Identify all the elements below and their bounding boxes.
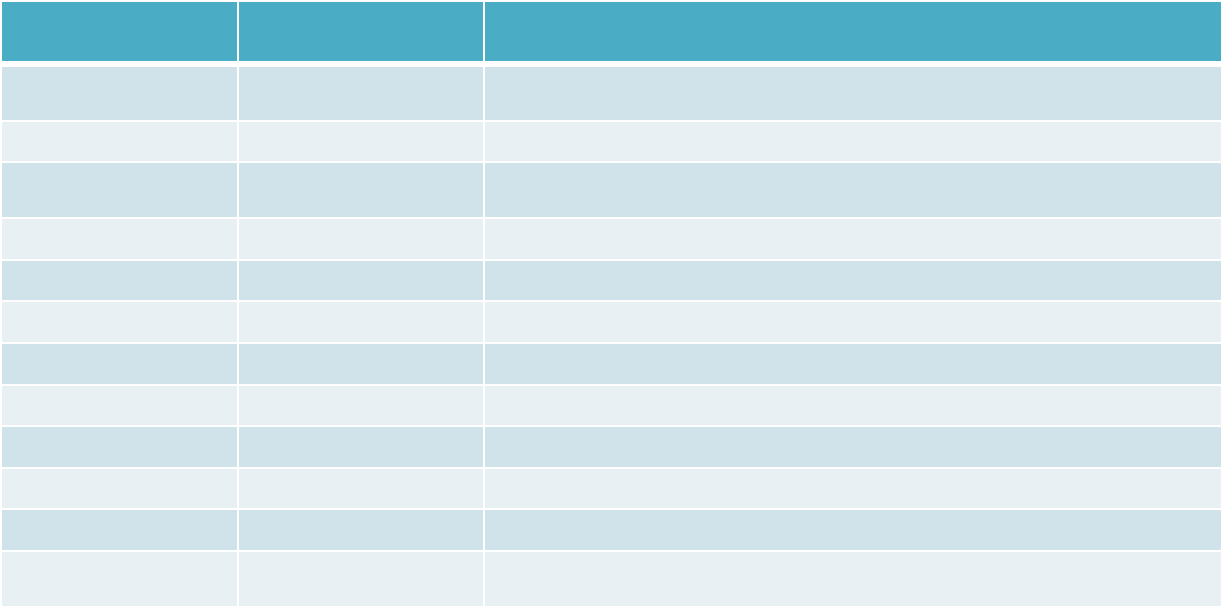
table-cell [2,261,238,300]
table-cell [2,163,238,217]
table-row [2,386,1221,425]
table-cell [239,261,484,300]
table-cell [239,386,484,425]
table-cell [239,163,484,217]
table-cell [239,122,484,161]
header-divider [2,63,1221,65]
table-cell [239,219,484,259]
table-cell [485,469,1221,508]
table-cell [239,427,484,467]
table-cell [2,302,238,342]
table-cell [485,122,1221,161]
table-cell [239,469,484,508]
table-cell [485,163,1221,217]
table-cell [485,302,1221,342]
table-cell [2,344,238,384]
table-cell [485,261,1221,300]
header-row [2,2,1221,61]
table-row [2,163,1221,217]
table-cell [239,344,484,384]
table-row [2,344,1221,384]
table-row [2,552,1221,606]
table-cell [2,122,238,161]
table-cell [239,552,484,606]
column-header [239,2,484,61]
table-cell [2,219,238,259]
table-cell [485,552,1221,606]
table-cell [2,427,238,467]
table-row [2,427,1221,467]
table-cell [485,344,1221,384]
table-cell [485,219,1221,259]
table-cell [2,510,238,550]
table-cell [2,386,238,425]
table-row [2,122,1221,161]
table-cell [239,302,484,342]
column-header [485,2,1221,61]
table-row [2,510,1221,550]
column-header [2,2,238,61]
table-row [2,219,1221,259]
table-cell [239,510,484,550]
table-cell [2,67,238,120]
table-cell [2,469,238,508]
table-cell [485,427,1221,467]
table-row [2,302,1221,342]
table-cell [239,67,484,120]
table-row [2,261,1221,300]
table-row [2,67,1221,120]
table-cell [485,386,1221,425]
table-cell [485,67,1221,120]
table-row [2,469,1221,508]
table-cell [485,510,1221,550]
table-cell [2,552,238,606]
